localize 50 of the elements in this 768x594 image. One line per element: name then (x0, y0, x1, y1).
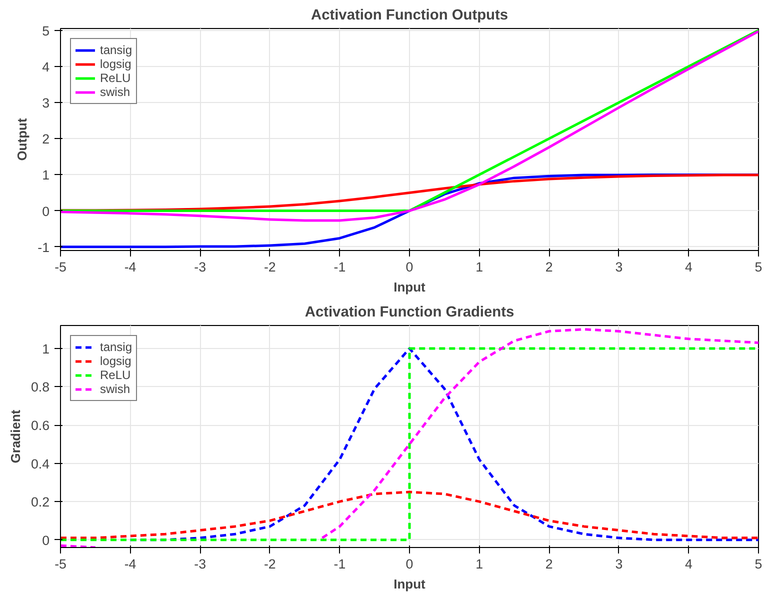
y-tick-label: 0.2 (30, 494, 50, 510)
x-tick-label: 2 (545, 260, 553, 274)
legend-label: swish (100, 382, 130, 396)
x-tick-label: 1 (476, 556, 484, 572)
x-tick-label: -5 (54, 260, 66, 274)
x-axis-title: Input (394, 576, 426, 592)
x-tick-label: -2 (264, 556, 276, 572)
x-axis-title: Input (394, 280, 426, 294)
y-tick-label: -1 (38, 240, 50, 255)
y-tick-label: 0.8 (30, 380, 50, 395)
x-tick-label: 3 (615, 556, 623, 572)
x-tick-label: 2 (545, 556, 553, 572)
legend-label: tansig (100, 43, 132, 57)
y-tick-label: 0.4 (30, 456, 50, 472)
legend-label: swish (100, 85, 130, 99)
x-tick-label: 3 (615, 260, 623, 274)
legend-label: ReLU (100, 368, 131, 382)
x-tick-label: 4 (684, 556, 693, 572)
x-tick-label: 5 (754, 556, 762, 572)
x-tick-label: -5 (54, 556, 66, 572)
x-tick-label: -1 (334, 556, 346, 572)
x-tick-label: -1 (334, 260, 346, 274)
legend-label: logsig (100, 354, 132, 368)
y-axis-title: Output (14, 118, 30, 161)
legend-label: logsig (100, 57, 132, 71)
legend-label: ReLU (100, 71, 131, 85)
y-tick-label: 2 (42, 132, 50, 147)
x-tick-label: 0 (406, 556, 414, 572)
x-tick-label: -4 (124, 260, 137, 274)
y-tick-label: 1 (42, 341, 50, 356)
y-axis-title: Gradient (8, 409, 23, 464)
x-tick-label: -3 (194, 260, 206, 274)
y-tick-label: 0 (42, 204, 50, 219)
y-tick-label: 3 (42, 96, 50, 110)
x-tick-label: -3 (194, 556, 206, 572)
x-tick-label: 1 (476, 260, 484, 274)
y-tick-label: 1 (42, 168, 50, 183)
y-tick-label: 0 (42, 532, 50, 548)
x-tick-label: -2 (264, 260, 276, 274)
x-tick-label: -4 (124, 556, 137, 572)
chart-title: Activation Function Outputs (310, 8, 508, 24)
y-tick-label: 4 (42, 59, 50, 74)
x-tick-label: 4 (684, 260, 693, 274)
legend-label: tansig (100, 340, 132, 354)
line-series (60, 490, 758, 540)
x-tick-label: 0 (406, 260, 414, 274)
chart-title: Activation Function Gradients (304, 304, 514, 320)
y-tick-label: 0.6 (30, 418, 50, 434)
y-tick-label: 5 (42, 23, 50, 38)
x-tick-label: 5 (754, 260, 762, 274)
